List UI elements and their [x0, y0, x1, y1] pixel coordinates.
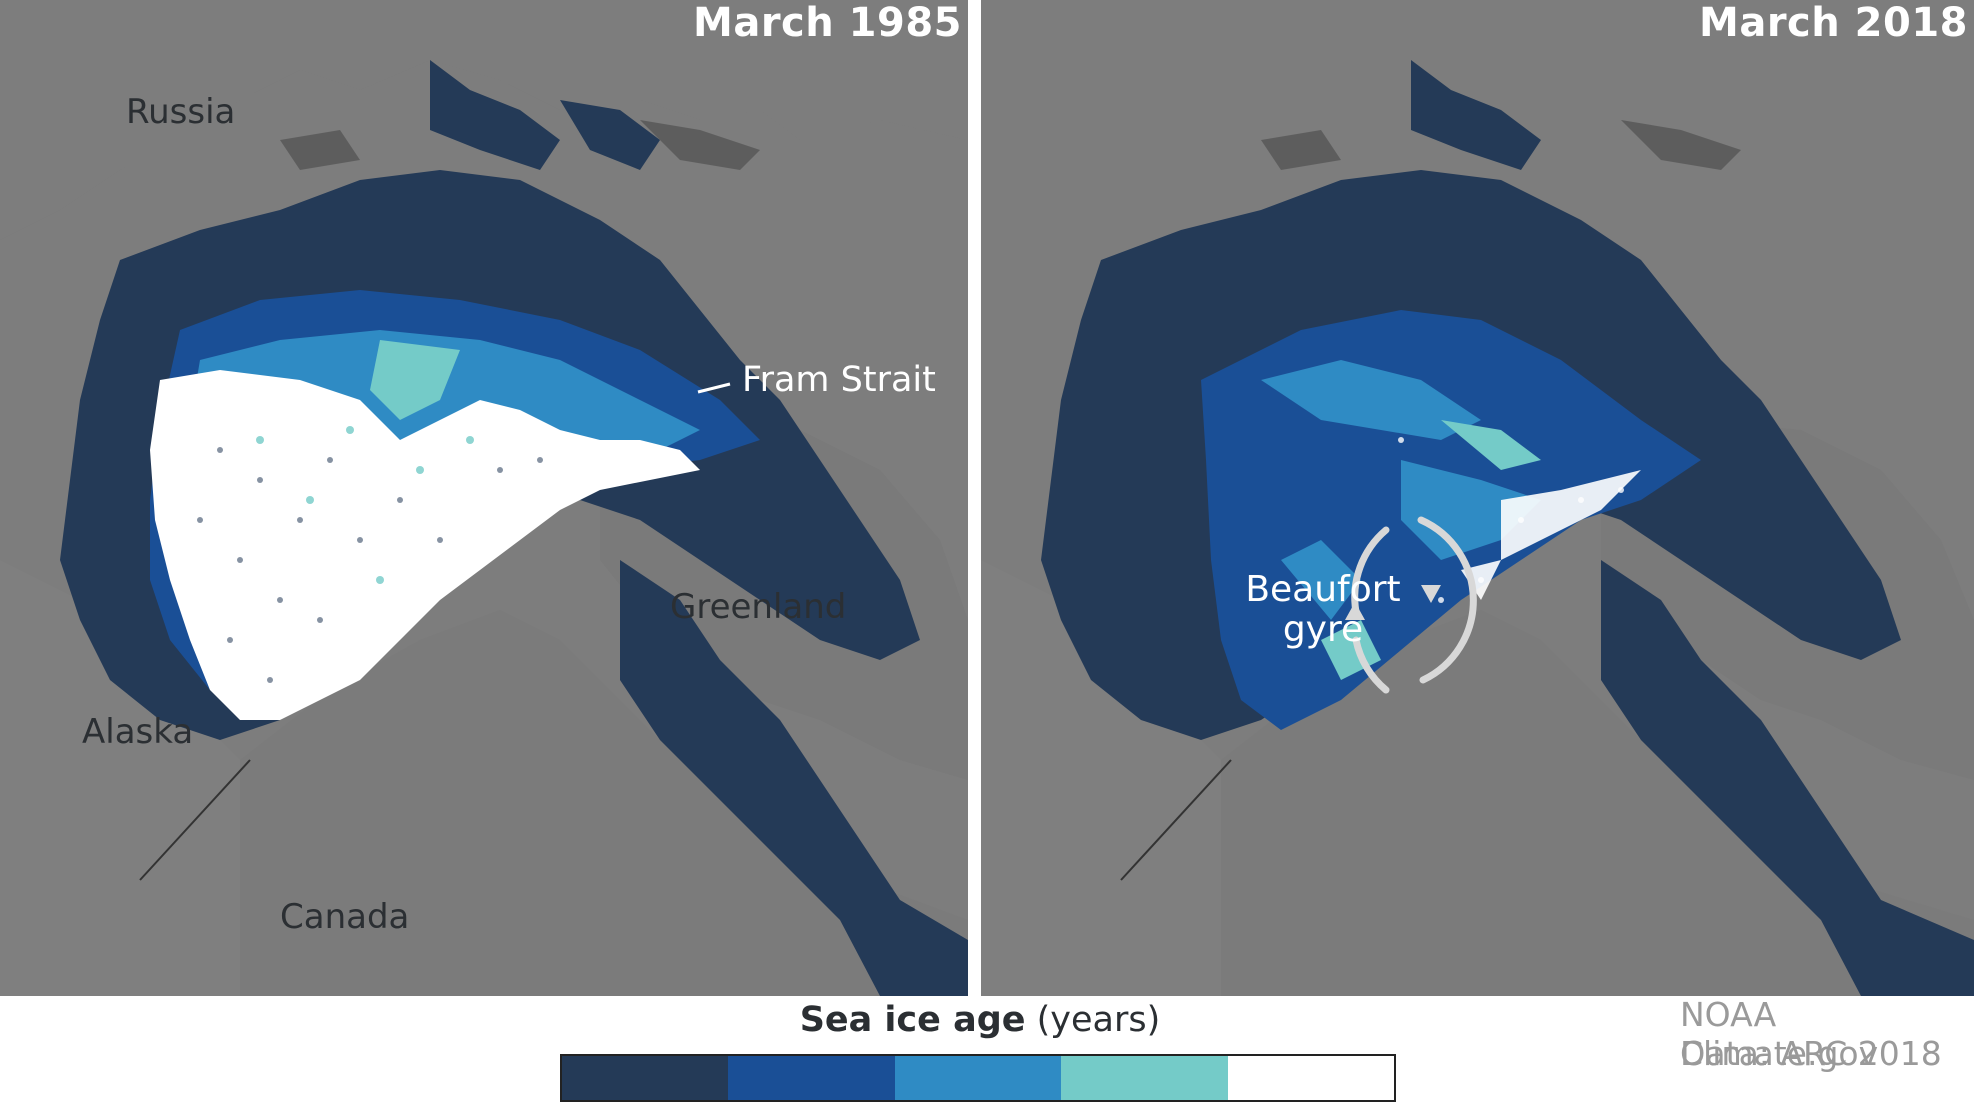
legend-title-units: (years) — [1036, 1000, 1161, 1040]
legend-swatch-1 — [562, 1056, 729, 1100]
label-russia: Russia — [126, 92, 236, 132]
label-beaufort-gyre-line1: Beaufort — [1245, 569, 1401, 610]
label-alaska: Alaska — [82, 712, 194, 752]
canada-landmass — [240, 610, 968, 996]
gyre-arrowhead-left-icon — [1345, 602, 1365, 620]
label-beaufort-gyre-line2: gyre — [1282, 609, 1364, 650]
gyre-arrowhead-right-icon — [1421, 585, 1441, 603]
beaufort-gyre-arrows — [1351, 516, 1477, 694]
credit-data: Data: ARC 2018 — [1680, 1034, 1942, 1073]
legend-swatch-2 — [728, 1056, 895, 1100]
legend-color-bar — [560, 1054, 1396, 1102]
legend-swatch-4 — [1061, 1056, 1228, 1100]
arctic-map-1985 — [0, 0, 968, 996]
panel-title-1985: March 1985 — [693, 0, 962, 46]
label-fram-strait: Fram Strait — [742, 360, 936, 400]
legend-swatch-3 — [894, 1056, 1062, 1100]
label-beaufort-gyre: Beaufort gyre — [1223, 570, 1423, 650]
map-panel-1985: March 1985 Russia Alaska Canada Greenlan… — [0, 0, 968, 996]
label-canada: Canada — [280, 897, 410, 937]
legend-title: Sea ice age (years) — [560, 1000, 1400, 1040]
label-greenland: Greenland — [670, 587, 847, 627]
credit-source: NOAA Climate.gov — [1680, 995, 1879, 1073]
legend-title-main: Sea ice age — [799, 1000, 1026, 1040]
arctic-map-2018 — [981, 0, 1974, 996]
alaska-landmass — [981, 560, 1221, 996]
canada-landmass — [1221, 610, 1974, 996]
ice-age-5plus-region — [150, 370, 700, 720]
alaska-landmass — [0, 560, 240, 996]
panel-title-2018: March 2018 — [1699, 0, 1968, 46]
legend-swatch-5 — [1227, 1056, 1395, 1100]
panel-divider — [968, 0, 981, 996]
map-panel-2018: March 2018 Beaufort gyre — [981, 0, 1974, 996]
